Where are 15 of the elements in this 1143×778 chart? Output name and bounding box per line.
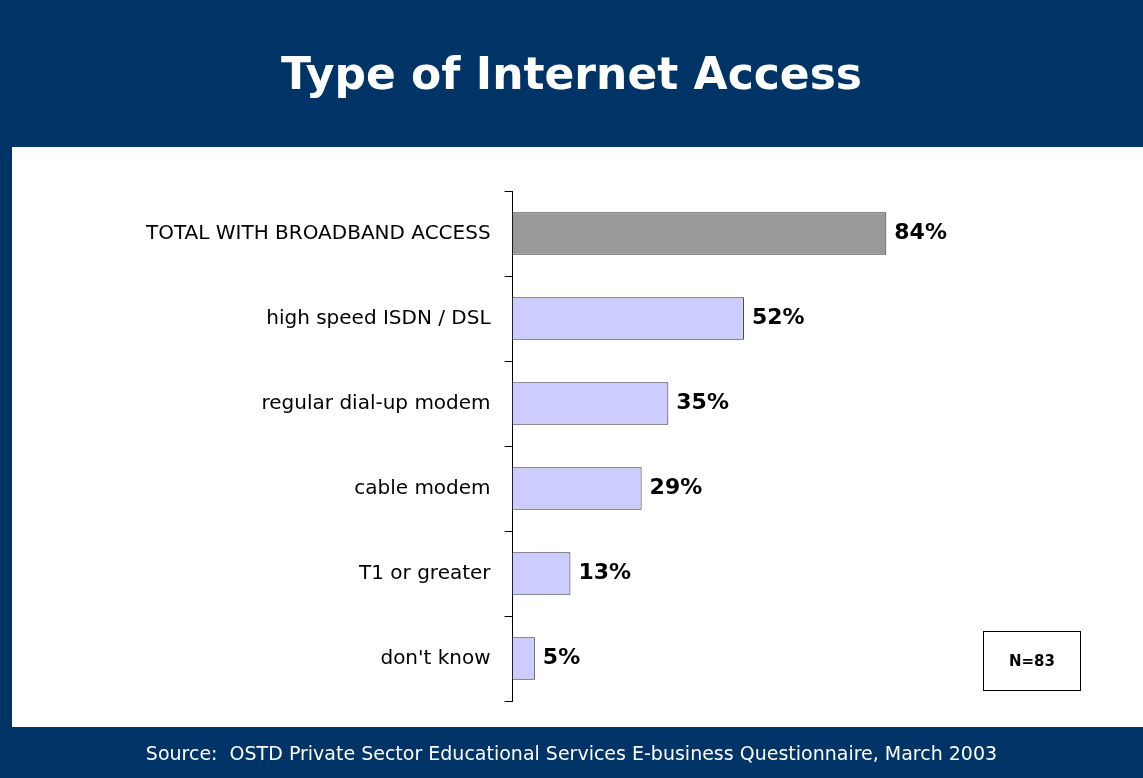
data-label: 29% <box>649 474 703 500</box>
y-tick-label: high speed ISDN / DSL <box>266 304 492 329</box>
y-tick-label: don't know <box>380 644 491 669</box>
data-label: 13% <box>578 559 632 585</box>
data-label: 35% <box>676 389 729 415</box>
y-tick-label: cable modem <box>354 474 491 499</box>
data-label: 5% <box>542 644 581 670</box>
data-label: 84% <box>894 219 947 245</box>
source-note: Source: OSTD Private Sector Educational Services E-business Questionnaire, March 2003 <box>144 740 999 766</box>
text: N=83 <box>983 631 1081 691</box>
y-tick-label: TOTAL WITH BROADBAND ACCESS <box>145 219 491 244</box>
data-label: 52% <box>751 304 805 330</box>
y-tick-label: regular dial-up modem <box>261 389 491 414</box>
chart-title: Type of Internet Access <box>279 47 863 101</box>
y-tick-label: T1 or greater <box>358 559 492 584</box>
